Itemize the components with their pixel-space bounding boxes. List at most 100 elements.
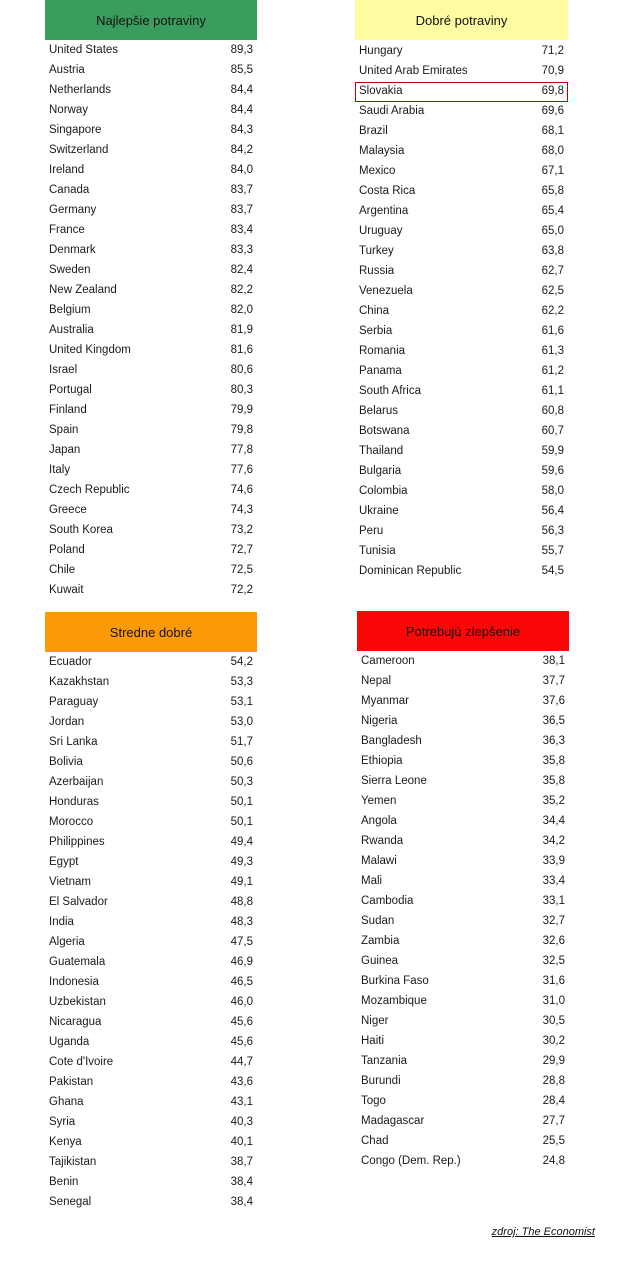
country-name: Indonesia bbox=[49, 976, 99, 989]
country-name: Belarus bbox=[359, 405, 398, 418]
country-list: United States 89,3 Austria 85,5 Netherlands 8… bbox=[45, 41, 257, 601]
table-row: Indonesia 46,5 bbox=[45, 973, 257, 993]
table-row: Algeria 47,5 bbox=[45, 933, 257, 953]
country-name: Singapore bbox=[49, 124, 102, 137]
country-score: 82,4 bbox=[230, 264, 253, 277]
country-score: 83,4 bbox=[230, 224, 253, 237]
table-row: Guatemala 46,9 bbox=[45, 953, 257, 973]
country-name: Venezuela bbox=[359, 285, 413, 298]
country-name: United States bbox=[49, 44, 119, 57]
country-score: 53,1 bbox=[230, 696, 253, 709]
country-score: 61,6 bbox=[541, 325, 564, 338]
country-name: Cameroon bbox=[361, 655, 415, 668]
country-name: Egypt bbox=[49, 856, 79, 869]
section-good-food: Dobré potraviny Hungary 71,2 United Arab E… bbox=[355, 0, 568, 582]
table-row: Romania 61,3 bbox=[355, 342, 568, 362]
table-row: Madagascar 27,7 bbox=[357, 1112, 569, 1132]
country-name: Tajikistan bbox=[49, 1156, 97, 1169]
table-row: Uzbekistan 46,0 bbox=[45, 993, 257, 1013]
country-name: Greece bbox=[49, 504, 87, 517]
country-name: Nicaragua bbox=[49, 1016, 102, 1029]
country-name: Ghana bbox=[49, 1096, 84, 1109]
country-name: Morocco bbox=[49, 816, 94, 829]
country-name: Spain bbox=[49, 424, 79, 437]
country-score: 34,2 bbox=[542, 835, 565, 848]
country-name: Rwanda bbox=[361, 835, 404, 848]
country-score: 30,2 bbox=[542, 1035, 565, 1048]
table-row: Uganda 45,6 bbox=[45, 1033, 257, 1053]
country-score: 82,0 bbox=[230, 304, 253, 317]
table-row: Australia 81,9 bbox=[45, 321, 257, 341]
section-header: Dobré potraviny bbox=[355, 0, 568, 40]
country-name: Uzbekistan bbox=[49, 996, 106, 1009]
country-score: 33,4 bbox=[542, 875, 565, 888]
country-score: 33,9 bbox=[542, 855, 565, 868]
country-score: 37,7 bbox=[542, 675, 565, 688]
table-row: Tunisia 55,7 bbox=[355, 542, 568, 562]
table-row: Congo (Dem. Rep.) 24,8 bbox=[357, 1152, 569, 1172]
country-name: Angola bbox=[361, 815, 397, 828]
country-name: Haiti bbox=[361, 1035, 385, 1048]
country-score: 48,3 bbox=[230, 916, 253, 929]
country-name: Bulgaria bbox=[359, 465, 402, 478]
section-needs-improvement: Potrebujú zlepšenie Cameroon 38,1 Nepal 37,… bbox=[357, 611, 569, 1172]
table-row: Denmark 83,3 bbox=[45, 241, 257, 261]
table-row: Egypt 49,3 bbox=[45, 853, 257, 873]
country-score: 70,9 bbox=[541, 65, 564, 78]
country-score: 54,2 bbox=[230, 656, 253, 669]
country-name: Burkina Faso bbox=[361, 975, 429, 988]
country-name: Senegal bbox=[49, 1196, 92, 1209]
country-name: Chad bbox=[361, 1135, 389, 1148]
country-name: Portugal bbox=[49, 384, 92, 397]
country-score: 72,7 bbox=[230, 544, 253, 557]
table-row: Saudi Arabia 69,6 bbox=[355, 102, 568, 122]
table-row: Brazil 68,1 bbox=[355, 122, 568, 142]
country-score: 24,8 bbox=[542, 1155, 565, 1168]
country-score: 46,5 bbox=[230, 976, 253, 989]
country-score: 83,3 bbox=[230, 244, 253, 257]
country-score: 84,0 bbox=[230, 164, 253, 177]
country-score: 61,3 bbox=[541, 345, 564, 358]
country-name: Mexico bbox=[359, 165, 396, 178]
country-score: 55,7 bbox=[541, 545, 564, 558]
table-row: Benin 38,4 bbox=[45, 1173, 257, 1193]
table-row: Burkina Faso 31,6 bbox=[357, 972, 569, 992]
table-row: Spain 79,8 bbox=[45, 421, 257, 441]
country-score: 60,8 bbox=[541, 405, 564, 418]
country-score: 50,1 bbox=[230, 796, 253, 809]
country-score: 80,6 bbox=[230, 364, 253, 377]
country-score: 63,8 bbox=[541, 245, 564, 258]
table-row: Tanzania 29,9 bbox=[357, 1052, 569, 1072]
table-row: Hungary 71,2 bbox=[355, 42, 568, 62]
country-score: 31,6 bbox=[542, 975, 565, 988]
country-score: 46,9 bbox=[230, 956, 253, 969]
country-name: United Kingdom bbox=[49, 344, 131, 357]
table-row: Singapore 84,3 bbox=[45, 121, 257, 141]
table-row: Ghana 43,1 bbox=[45, 1093, 257, 1113]
country-score: 38,4 bbox=[230, 1196, 253, 1209]
table-row: Belarus 60,8 bbox=[355, 402, 568, 422]
country-name: United Arab Emirates bbox=[359, 65, 468, 78]
country-name: Bangladesh bbox=[361, 735, 422, 748]
country-score: 79,9 bbox=[230, 404, 253, 417]
country-name: China bbox=[359, 305, 390, 318]
country-name: Thailand bbox=[359, 445, 404, 458]
country-score: 54,5 bbox=[541, 565, 564, 578]
country-score: 65,0 bbox=[541, 225, 564, 238]
country-score: 50,1 bbox=[230, 816, 253, 829]
country-list: Ecuador 54,2 Kazakhstan 53,3 Paraguay 53,1 Jor… bbox=[45, 653, 257, 1213]
country-score: 83,7 bbox=[230, 204, 253, 217]
country-name: Philippines bbox=[49, 836, 105, 849]
country-name: Tanzania bbox=[361, 1055, 408, 1068]
table-row: Burundi 28,8 bbox=[357, 1072, 569, 1092]
country-name: Hungary bbox=[359, 45, 403, 58]
country-name: Botswana bbox=[359, 425, 410, 438]
country-score: 49,3 bbox=[230, 856, 253, 869]
country-score: 77,6 bbox=[230, 464, 253, 477]
country-score: 77,8 bbox=[230, 444, 253, 457]
country-score: 84,3 bbox=[230, 124, 253, 137]
table-row: Ukraine 56,4 bbox=[355, 502, 568, 522]
table-row: Mali 33,4 bbox=[357, 872, 569, 892]
table-row: El Salvador 48,8 bbox=[45, 893, 257, 913]
source-note: zdroj: The Economist bbox=[491, 1226, 595, 1238]
